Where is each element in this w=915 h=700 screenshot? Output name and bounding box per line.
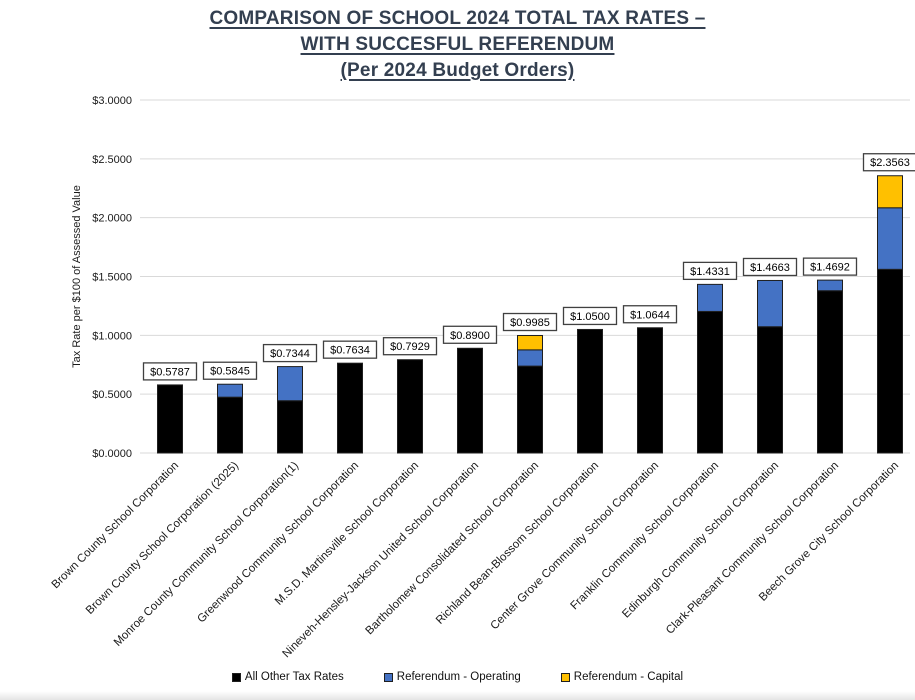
- bar-segment-0: [637, 327, 663, 454]
- bar-value-label: $0.7634: [330, 345, 370, 357]
- y-axis-tick-label: $0.5000: [92, 389, 132, 401]
- bar-value-label: $0.7344: [270, 348, 310, 360]
- bar-value-box: [382, 337, 438, 356]
- bar-value-box: [562, 306, 618, 326]
- bar-segment-1: [277, 366, 303, 402]
- bar-segment-0: [337, 362, 363, 454]
- chart-title: COMPARISON OF SCHOOL 2024 TOTAL TAX RATE…: [0, 6, 915, 84]
- window-bottom-edge: [0, 691, 915, 700]
- chart-title-line-1: COMPARISON OF SCHOOL 2024 TOTAL TAX RATE…: [209, 8, 706, 29]
- bar-segment-0: [457, 347, 483, 454]
- bar-value-label: $0.7929: [390, 341, 430, 353]
- x-axis-label: Brown County School Corporation: [50, 460, 181, 591]
- bar-segment-0: [217, 396, 243, 454]
- bar-value-label: $2.3563: [870, 157, 910, 169]
- chart-title-line-2: WITH SUCCESFUL REFERENDUM: [300, 34, 615, 55]
- bar-value-label: $0.8900: [450, 330, 490, 342]
- legend-item: Referendum - Operating: [383, 671, 521, 683]
- y-axis-tick-label: $3.0000: [92, 95, 132, 107]
- y-axis-tick-label: $2.5000: [92, 154, 132, 166]
- bar-segment-1: [877, 207, 903, 270]
- bar-segment-0: [757, 326, 783, 454]
- x-axis-label: Nineveh-Hensley-Jackson United School Co…: [281, 460, 482, 661]
- bar-segment-2: [517, 335, 543, 351]
- y-axis-tick-label: $1.0000: [92, 330, 132, 342]
- tax-rate-bar-chart: $0.0000 $0.5000 $1.0000 $1.5000 $2.0000 $2.50…: [50, 95, 915, 661]
- x-axis-label: Beech Grove City School Corporation: [757, 460, 901, 604]
- bar-value-box: [742, 257, 798, 277]
- legend-label: Referendum - Capital: [573, 671, 684, 683]
- bar-segment-0: [697, 310, 723, 454]
- bar-value-label: $1.4692: [810, 262, 850, 274]
- bar-value-box: [622, 305, 678, 324]
- y-axis-title: Tax Rate per $100 of Assessed Value: [71, 185, 83, 368]
- legend-swatch-icon: [560, 672, 570, 682]
- y-axis-tick-label: $2.0000: [92, 213, 132, 225]
- bar-segment-0: [157, 384, 183, 454]
- legend-swatch-icon: [383, 672, 393, 682]
- bar-value-label: $0.9985: [510, 317, 550, 329]
- chart-title-line-3: (Per 2024 Budget Orders): [340, 60, 575, 81]
- bar-segment-1: [697, 283, 723, 312]
- legend-label: Referendum - Operating: [396, 671, 521, 683]
- legend-swatch-icon: [231, 672, 241, 682]
- bar-value-label: $0.5787: [150, 366, 190, 378]
- legend-item: All Other Tax Rates: [231, 671, 344, 683]
- bar-segment-2: [877, 175, 903, 209]
- bar-value-box: [802, 257, 858, 276]
- y-axis-tick-label: $1.5000: [92, 272, 132, 284]
- bar-value-box: [862, 153, 915, 172]
- bar-segment-0: [817, 290, 843, 454]
- bar-value-box: [502, 312, 558, 332]
- bar-segment-0: [877, 268, 903, 454]
- bar-segment-1: [517, 349, 543, 367]
- bar-value-label: $1.0644: [630, 309, 670, 321]
- bar-segment-1: [817, 279, 843, 292]
- bar-value-box: [322, 340, 378, 359]
- bar-segment-0: [277, 400, 303, 454]
- bar-value-label: $1.4331: [690, 266, 730, 278]
- bar-segment-1: [217, 383, 243, 398]
- bar-value-label: $1.4663: [750, 262, 790, 274]
- bar-segment-0: [517, 365, 543, 454]
- bar-segment-1: [757, 279, 783, 328]
- bar-value-box: [442, 325, 498, 344]
- chart-legend: All Other Tax Rates Referendum - Operatin…: [0, 671, 915, 683]
- bar-value-box: [682, 261, 738, 281]
- y-axis-tick-label: $0.0000: [92, 448, 132, 460]
- bar-value-label: $0.5845: [210, 366, 250, 378]
- bar-value-label: $1.0500: [570, 311, 610, 323]
- bar-segment-0: [397, 359, 423, 454]
- legend-item: Referendum - Capital: [560, 671, 684, 683]
- bar-value-box: [202, 361, 258, 380]
- bar-value-box: [262, 343, 318, 363]
- legend-label: All Other Tax Rates: [244, 671, 344, 683]
- bar-value-box: [142, 362, 198, 381]
- bar-segment-0: [577, 328, 603, 454]
